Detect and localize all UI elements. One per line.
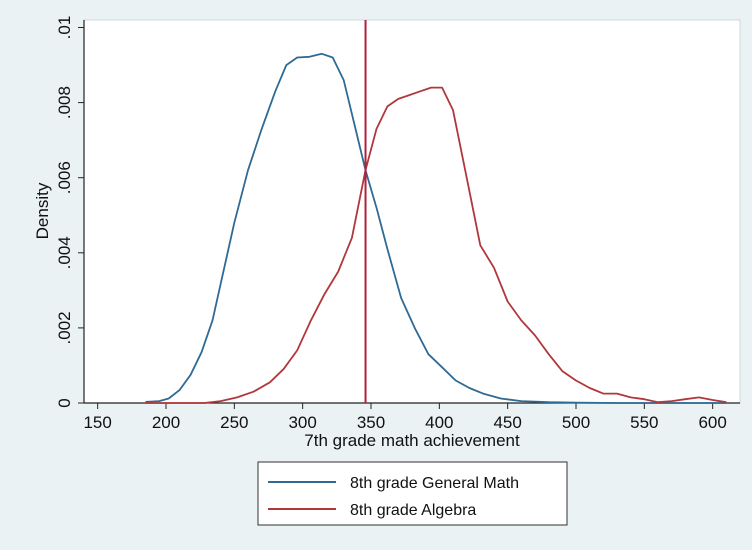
x-tick-label: 350 bbox=[357, 413, 385, 432]
x-tick-label: 500 bbox=[562, 413, 590, 432]
series-line-general-math bbox=[145, 52, 727, 404]
legend: 8th grade General Math 8th grade Algebra bbox=[257, 461, 568, 526]
legend-label-general-math: 8th grade General Math bbox=[350, 475, 519, 492]
x-tick-label: 200 bbox=[152, 413, 180, 432]
x-tick-label: 250 bbox=[220, 413, 248, 432]
y-axis-title: Density bbox=[33, 182, 52, 239]
y-tick-label: .002 bbox=[55, 311, 74, 344]
series-line-algebra bbox=[145, 86, 727, 404]
y-tick-label: .01 bbox=[55, 16, 74, 40]
legend-box bbox=[257, 461, 568, 526]
y-ticks: 0 .002 .004 .006 .008 .01 bbox=[55, 16, 84, 408]
x-tick-label: 600 bbox=[698, 413, 726, 432]
x-ticks: 150 200 250 300 350 400 450 500 550 600 bbox=[83, 403, 727, 432]
x-axis-title: 7th grade math achievement bbox=[304, 431, 520, 450]
plot-area bbox=[83, 19, 741, 404]
y-tick-label: .006 bbox=[55, 161, 74, 194]
x-tick-label: 150 bbox=[83, 413, 111, 432]
x-tick-label: 400 bbox=[425, 413, 453, 432]
x-tick-label: 450 bbox=[493, 413, 521, 432]
legend-label-algebra: 8th grade Algebra bbox=[350, 502, 476, 519]
y-tick-label: .004 bbox=[55, 236, 74, 269]
y-tick-label: 0 bbox=[55, 398, 74, 407]
series-layer bbox=[145, 52, 727, 404]
x-tick-label: 550 bbox=[630, 413, 658, 432]
y-tick-label: .008 bbox=[55, 86, 74, 119]
x-tick-label: 300 bbox=[288, 413, 316, 432]
